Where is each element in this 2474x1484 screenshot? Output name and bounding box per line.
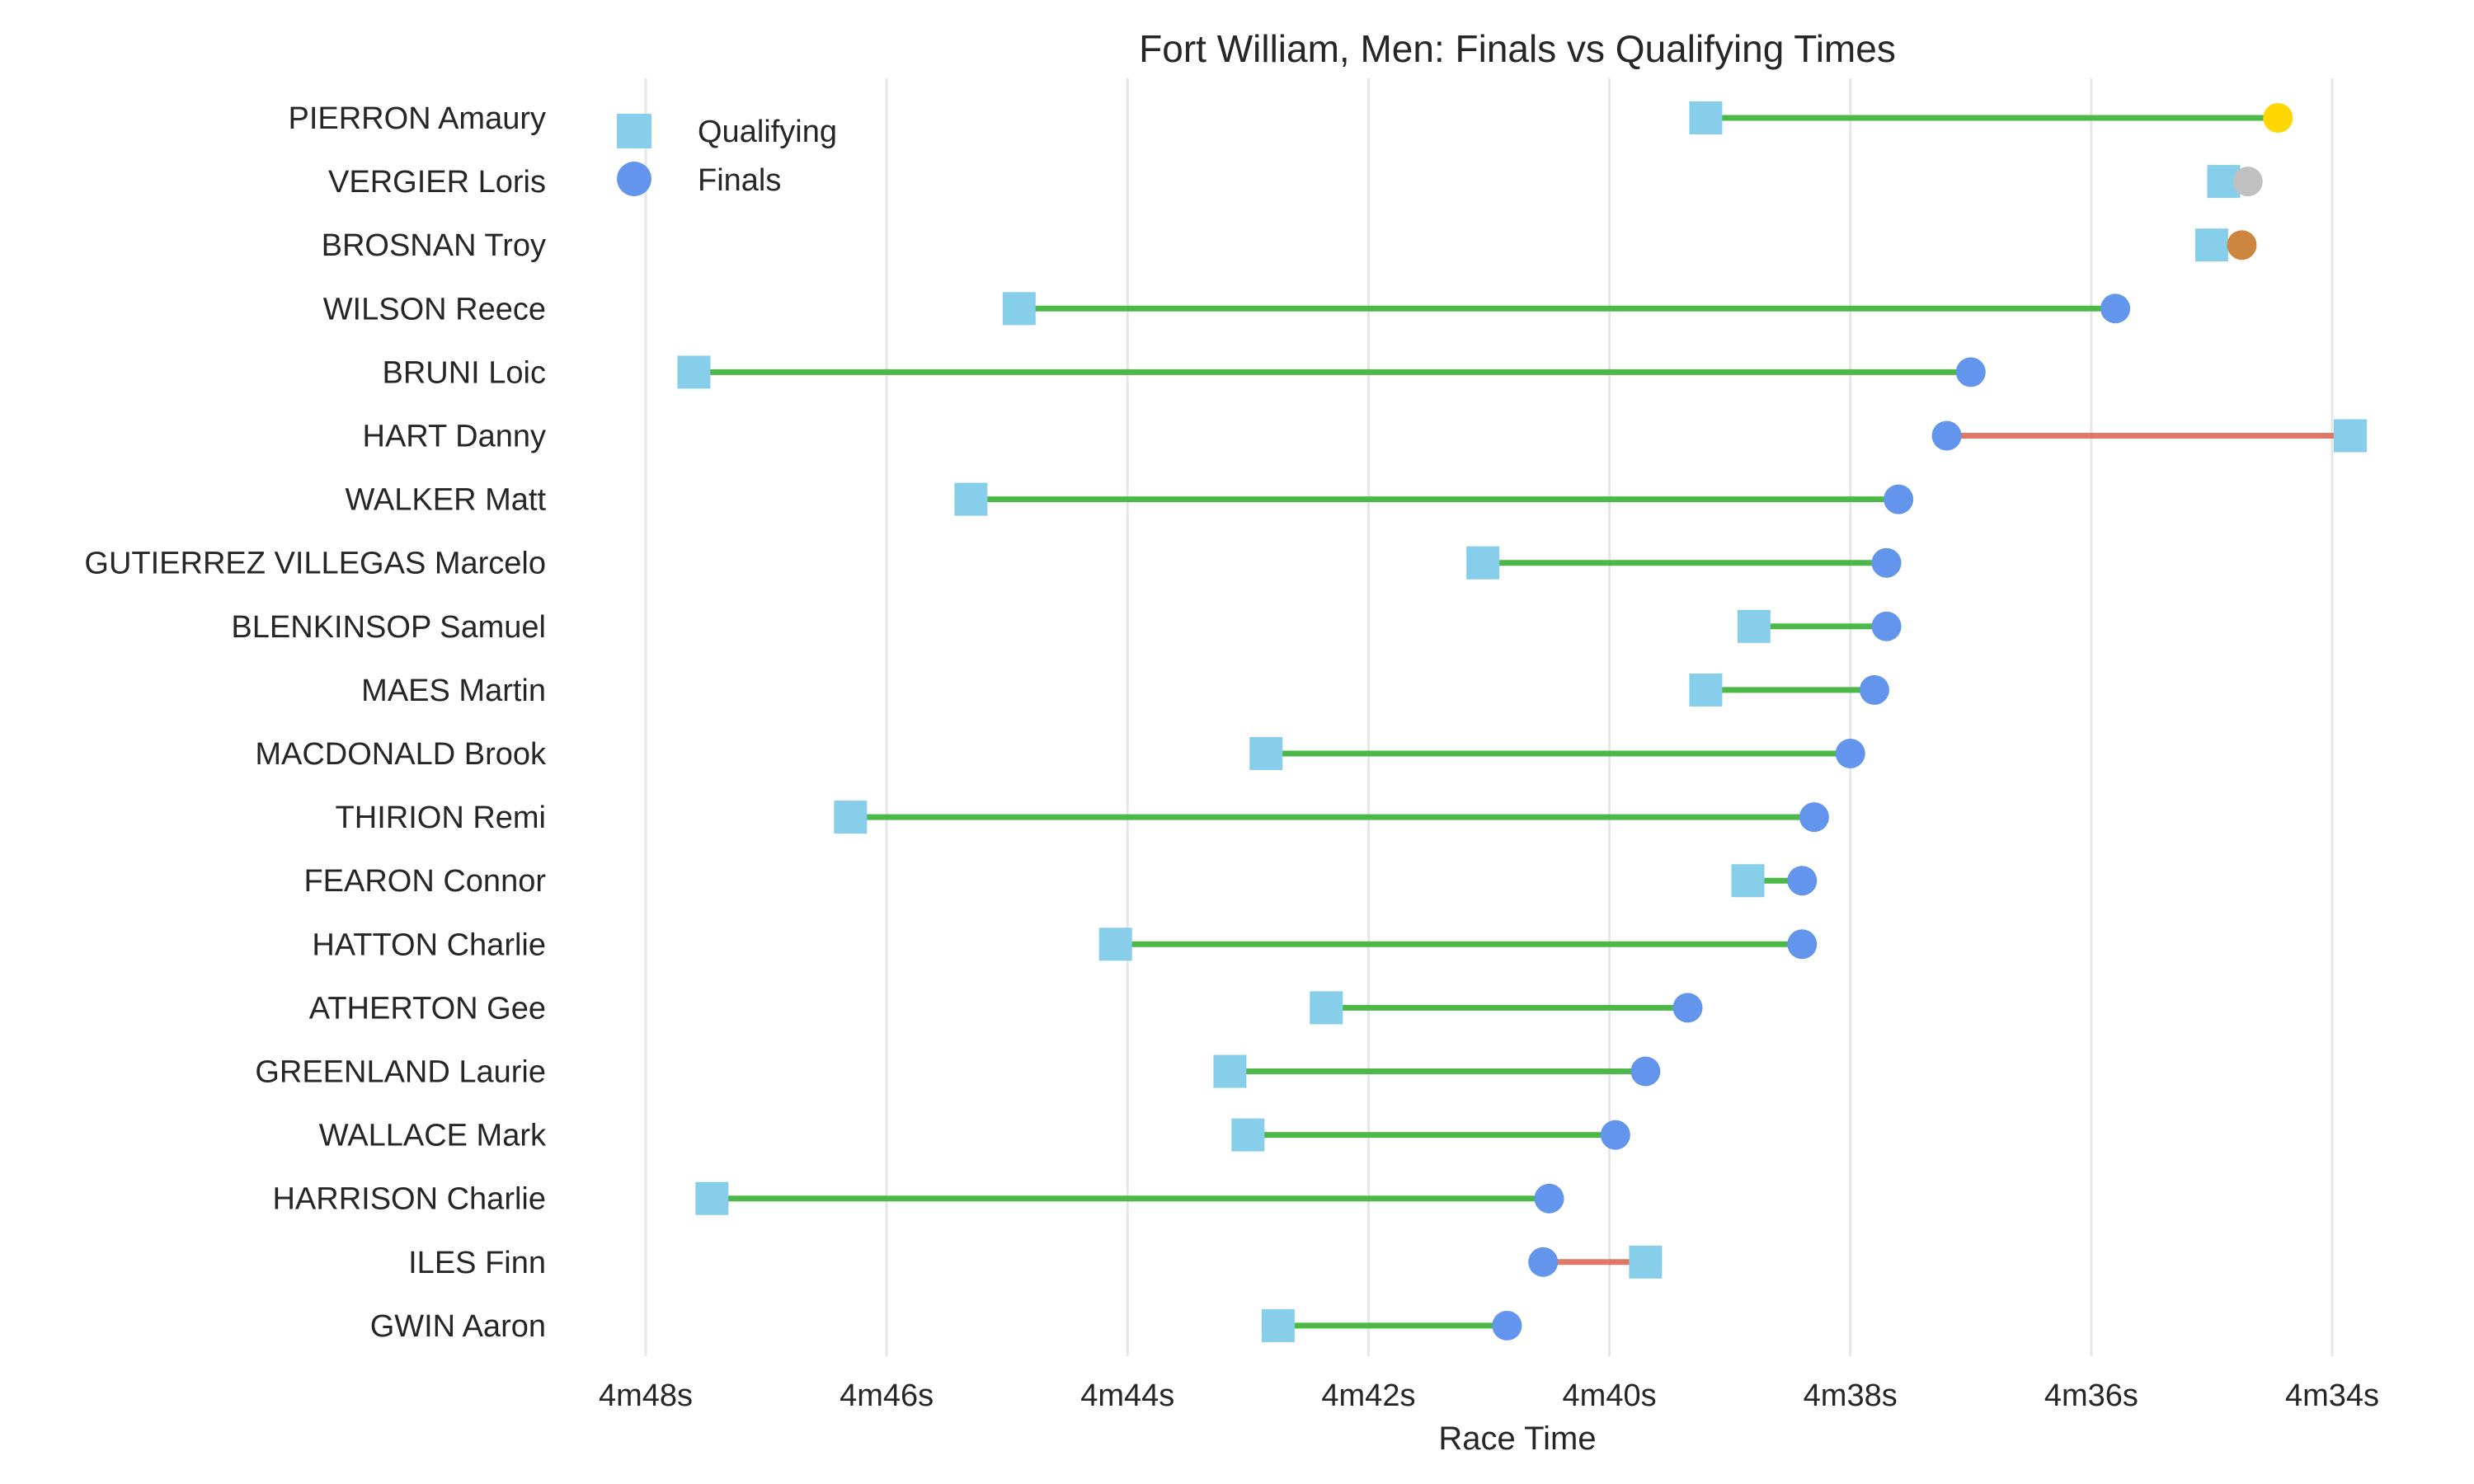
rider-row bbox=[1931, 419, 2367, 453]
qualifying-marker bbox=[1466, 546, 1500, 580]
x-tick-label: 4m34s bbox=[2285, 1378, 2379, 1413]
rider-row bbox=[1310, 991, 1703, 1025]
rider-label: HATTON Charlie bbox=[312, 928, 546, 962]
x-tick-label: 4m48s bbox=[599, 1378, 693, 1413]
rider-label: WALLACE Mark bbox=[319, 1119, 547, 1153]
qualifying-marker bbox=[677, 355, 711, 389]
finals-marker bbox=[1630, 1056, 1661, 1087]
rider-row bbox=[1261, 1308, 1522, 1342]
finals-marker bbox=[1600, 1120, 1630, 1150]
rider-label: GREENLAND Laurie bbox=[255, 1055, 546, 1090]
grid-lines bbox=[644, 78, 2334, 1356]
rider-row bbox=[1737, 609, 1902, 643]
rider-row bbox=[677, 355, 1986, 389]
rider-label: WALKER Matt bbox=[345, 483, 546, 518]
legend-qualifying-label: Qualifying bbox=[698, 115, 837, 149]
finals-marker bbox=[2227, 230, 2257, 261]
rider-label: HARRISON Charlie bbox=[272, 1182, 546, 1217]
finals-marker bbox=[1859, 674, 1889, 705]
x-tick-label: 4m40s bbox=[1563, 1378, 1657, 1413]
plot-area bbox=[677, 101, 2367, 1342]
finals-marker bbox=[1787, 866, 1818, 896]
x-axis-label: Race Time bbox=[1438, 1421, 1596, 1457]
qualifying-marker bbox=[1689, 101, 1723, 134]
finals-marker bbox=[1672, 993, 1703, 1023]
rider-label: MACDONALD Brook bbox=[255, 737, 547, 772]
rider-row bbox=[1002, 292, 2131, 326]
rider-labels: PIERRON Amaury VERGIER Loris BROSNAN Troy W… bbox=[84, 101, 547, 1344]
rider-label: HART Danny bbox=[363, 420, 546, 454]
rider-row bbox=[1249, 737, 1865, 770]
finals-marker bbox=[2232, 167, 2263, 197]
x-tick-label: 4m36s bbox=[2044, 1378, 2138, 1413]
qualifying-marker bbox=[1629, 1245, 1663, 1279]
qualifying-marker bbox=[1731, 864, 1765, 898]
legend-qualifying-marker bbox=[617, 114, 651, 148]
finals-marker bbox=[1799, 802, 1829, 833]
chart-title: Fort William, Men: Finals vs Qualifying … bbox=[1139, 27, 1896, 70]
rider-label: MAES Martin bbox=[361, 674, 546, 708]
rider-label: ATHERTON Gee bbox=[309, 991, 546, 1026]
finals-marker bbox=[1871, 547, 1902, 578]
qualifying-marker bbox=[1689, 673, 1723, 707]
legend: Qualifying Finals bbox=[617, 114, 837, 198]
rider-label: THIRION Remi bbox=[336, 801, 546, 835]
rider-label: VERGIER Loris bbox=[328, 165, 546, 200]
qualifying-marker bbox=[2194, 228, 2228, 262]
qualifying-marker bbox=[1231, 1118, 1265, 1152]
qualifying-marker bbox=[1737, 609, 1771, 643]
legend-finals-marker bbox=[617, 162, 651, 196]
rider-row bbox=[2194, 228, 2257, 262]
finals-marker bbox=[2100, 294, 2131, 324]
rider-row bbox=[1466, 546, 1902, 580]
rider-row bbox=[2207, 165, 2263, 199]
rider-label: GUTIERREZ VILLEGAS Marcelo bbox=[84, 547, 546, 581]
rider-row bbox=[1689, 101, 2293, 134]
rider-row bbox=[1528, 1245, 1663, 1279]
rider-label: FEARON Connor bbox=[303, 864, 546, 899]
finals-marker bbox=[1528, 1247, 1559, 1277]
rider-label: BRUNI Loic bbox=[383, 355, 547, 390]
x-tick-label: 4m46s bbox=[840, 1378, 934, 1413]
qualifying-marker bbox=[1261, 1308, 1295, 1342]
qualifying-marker bbox=[834, 801, 868, 834]
finals-marker bbox=[1931, 420, 1962, 451]
qualifying-marker bbox=[1002, 292, 1036, 326]
qualifying-marker bbox=[2333, 419, 2367, 453]
finals-marker bbox=[1835, 739, 1865, 768]
qualifying-marker bbox=[1213, 1054, 1247, 1088]
rider-label: PIERRON Amaury bbox=[288, 101, 546, 136]
rider-row bbox=[954, 482, 1914, 516]
finals-marker bbox=[2263, 103, 2293, 133]
rider-label: GWIN Aaron bbox=[370, 1309, 546, 1344]
finals-marker bbox=[1955, 357, 1986, 387]
qualifying-marker bbox=[954, 482, 988, 516]
x-tick-label: 4m42s bbox=[1321, 1378, 1415, 1413]
rider-row bbox=[1098, 928, 1818, 961]
rider-row bbox=[695, 1181, 1564, 1215]
rider-label: BLENKINSOP Samuel bbox=[231, 610, 546, 645]
rider-label: WILSON Reece bbox=[323, 292, 546, 326]
rider-label: ILES Finn bbox=[408, 1246, 546, 1280]
x-tick-label: 4m38s bbox=[1804, 1378, 1898, 1413]
qualifying-marker bbox=[695, 1181, 729, 1215]
finals-marker bbox=[1787, 929, 1818, 960]
finals-marker bbox=[1492, 1310, 1522, 1341]
qualifying-marker bbox=[1098, 928, 1132, 961]
x-axis-ticks: 4m48s 4m46s 4m44s 4m42s 4m40s 4m38s 4m36s 4m34s bbox=[599, 1378, 2379, 1413]
rider-row bbox=[1689, 673, 1889, 707]
rider-row bbox=[1213, 1054, 1661, 1088]
qualifying-marker bbox=[1249, 737, 1283, 770]
finals-marker bbox=[1871, 611, 1902, 641]
rider-row bbox=[1731, 864, 1818, 898]
rider-label: BROSNAN Troy bbox=[322, 228, 546, 263]
finals-marker bbox=[1534, 1183, 1564, 1214]
legend-finals-label: Finals bbox=[698, 163, 781, 198]
x-tick-label: 4m44s bbox=[1080, 1378, 1174, 1413]
finals-marker bbox=[1884, 484, 1914, 514]
qualifying-marker bbox=[1310, 991, 1343, 1025]
rider-row bbox=[834, 801, 1829, 834]
rider-row bbox=[1231, 1118, 1630, 1152]
